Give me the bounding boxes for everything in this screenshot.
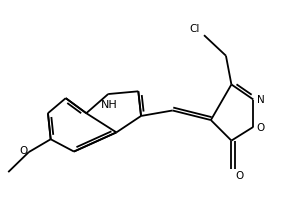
Text: O: O [257, 123, 265, 133]
Text: O: O [19, 146, 27, 156]
Text: NH: NH [101, 100, 118, 110]
Text: O: O [235, 171, 243, 181]
Text: Cl: Cl [190, 24, 200, 34]
Text: N: N [257, 94, 264, 105]
